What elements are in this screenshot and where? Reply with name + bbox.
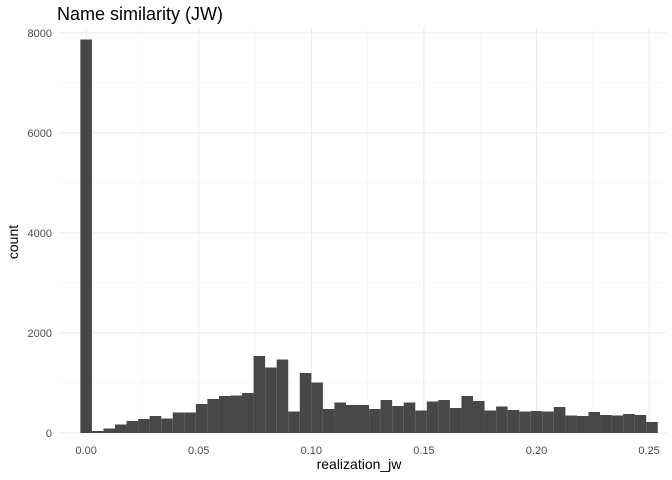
histogram-bar — [484, 410, 497, 433]
histogram-bar — [103, 428, 116, 433]
histogram-bar — [322, 409, 335, 433]
x-tick-label: 0.25 — [638, 445, 659, 457]
y-axis-title: count — [5, 225, 21, 259]
histogram-bar — [530, 411, 543, 433]
histogram-bar — [392, 406, 404, 433]
x-tick-label: 0.15 — [413, 445, 434, 457]
x-tick-label: 0.10 — [301, 445, 322, 457]
y-tick-label: 6000 — [28, 128, 52, 140]
x-tick-label: 0.05 — [188, 445, 209, 457]
histogram-bar — [149, 416, 162, 433]
histogram-bar — [80, 39, 92, 433]
chart-title: Name similarity (JW) — [57, 4, 223, 24]
histogram-bar — [600, 415, 612, 433]
histogram-bar — [230, 395, 243, 433]
histogram-bar — [426, 401, 439, 433]
histogram-bar — [403, 402, 416, 433]
histogram-bar — [461, 396, 474, 433]
histogram-bar — [126, 421, 139, 433]
y-tick-label: 8000 — [28, 28, 52, 40]
histogram-bar — [138, 419, 150, 433]
histogram-bar — [473, 401, 485, 433]
histogram-bar — [115, 424, 127, 433]
histogram-bar — [172, 412, 185, 433]
y-axis-ticks: 0 2000 4000 6000 8000 — [28, 28, 52, 440]
x-axis-ticks: 0.00 0.05 0.10 0.15 0.20 0.25 — [75, 445, 659, 457]
histogram-bar — [207, 399, 219, 433]
histogram-bar — [311, 382, 323, 433]
histogram-bar — [345, 405, 358, 433]
histogram-bar — [218, 396, 231, 433]
histogram-bar — [334, 402, 346, 433]
y-tick-label: 0 — [46, 428, 52, 440]
histogram-bar — [265, 367, 277, 433]
histogram-bar — [519, 411, 531, 433]
histogram-bar — [299, 373, 312, 433]
histogram-bar — [611, 415, 624, 433]
histogram-bar — [242, 393, 254, 433]
histogram-bar — [438, 400, 450, 433]
histogram-bar — [634, 415, 647, 433]
y-tick-label: 2000 — [28, 328, 52, 340]
histogram-bar — [542, 411, 554, 433]
histogram-bar — [380, 400, 393, 433]
histogram-bar — [588, 412, 601, 433]
histogram-bar — [253, 356, 266, 433]
histogram-bar — [553, 407, 566, 433]
histogram-bar — [507, 410, 520, 433]
histogram-bar — [288, 411, 300, 433]
histogram-bar — [449, 408, 462, 433]
histogram-bar — [276, 359, 289, 433]
histogram-bars — [80, 39, 658, 433]
y-tick-label: 4000 — [28, 228, 52, 240]
histogram-bar — [357, 405, 370, 433]
histogram-bar — [646, 422, 658, 433]
histogram-bar — [195, 404, 208, 433]
histogram-bar — [576, 416, 589, 433]
x-tick-label: 0.00 — [75, 445, 96, 457]
histogram-bar — [415, 410, 427, 433]
x-tick-label: 0.20 — [526, 445, 547, 457]
histogram-bar — [91, 431, 104, 433]
x-axis-title: realization_jw — [317, 456, 403, 472]
histogram-bar — [565, 415, 577, 433]
histogram-bar — [369, 409, 381, 433]
histogram-bar — [184, 412, 196, 433]
grid-lines — [58, 28, 666, 434]
histogram-bar — [161, 418, 173, 433]
histogram-bar — [496, 406, 508, 433]
histogram-bar — [623, 414, 635, 433]
